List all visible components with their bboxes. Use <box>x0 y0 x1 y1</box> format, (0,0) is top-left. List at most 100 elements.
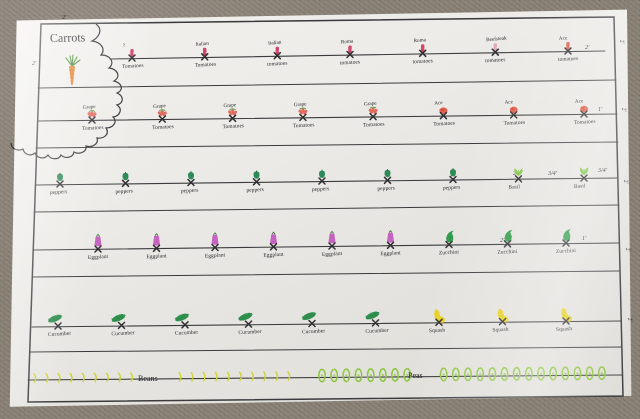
plant-marker: Eggplant <box>322 230 343 258</box>
plant-crop-label: peppers <box>50 189 68 196</box>
bean-tick <box>275 371 279 381</box>
plant-crop-label: tomatoes <box>558 56 579 63</box>
eggplant-mark <box>153 232 160 246</box>
eggplant-mark <box>211 232 219 245</box>
plant-crop-label: Cucumber <box>111 330 135 337</box>
plan-outer-border <box>27 16 624 403</box>
plant-crop-label: Cucumber <box>238 329 262 336</box>
plant-crop-label: Squash <box>492 327 509 334</box>
plant-variety-label: Italian <box>195 41 209 48</box>
carrot-patch-label: Carrots <box>50 30 86 45</box>
plant-variety-label: Ace <box>559 35 569 42</box>
x-mark <box>117 321 126 330</box>
bean-tick <box>250 371 255 382</box>
plant-marker: ? Tomatoes <box>122 43 144 70</box>
x-mark <box>54 322 62 330</box>
plant-crop-label: Squash <box>429 327 446 334</box>
bean-tick <box>129 372 134 383</box>
eggplant-mark <box>94 233 102 247</box>
dim-right-2: 2' <box>620 107 627 113</box>
dim-row3-basil-2: 3/4' <box>597 167 608 174</box>
plant-marker: Cucumber <box>302 312 325 335</box>
bean-tick <box>214 371 218 382</box>
plant-variety-label: Ace <box>575 98 585 105</box>
dim-row2-end: 1' <box>598 107 603 113</box>
row-divider-4 <box>33 204 620 213</box>
grape-mark <box>368 106 378 114</box>
plant-crop-label: Cucumber <box>175 330 199 337</box>
grape-mark <box>87 110 97 118</box>
zucchini-mark <box>563 229 571 241</box>
zucchini-mark <box>446 230 454 243</box>
bean-tick <box>202 371 206 382</box>
plant-crop-label: Basil <box>574 183 586 190</box>
plant-crop-label: peppers <box>377 185 395 192</box>
plant-crop-label: Eggplant <box>380 250 401 257</box>
bean-tick <box>81 372 85 383</box>
cucumber-squash-row: Cucumber Cucumber Cucumber Cucumber Cucumber… <box>48 308 572 338</box>
plant-marker: Beefsteak tomatoes <box>485 34 507 64</box>
eggplant-mark <box>328 230 336 244</box>
plant-marker: Squash <box>492 308 509 334</box>
plant-crop-label: peppers <box>181 188 199 195</box>
plant-variety-label: Italian <box>268 40 282 47</box>
planting-line-row-4 <box>33 242 620 251</box>
plant-crop-label: tomatoes <box>340 59 361 66</box>
dim-row1-end: 2' <box>585 45 590 51</box>
plant-marker: Squash <box>429 309 446 334</box>
dim-right-5: 2' <box>626 317 633 323</box>
plant-crop-label: Tomatoes <box>293 122 315 129</box>
x-mark <box>181 321 189 329</box>
x-mark <box>562 239 570 247</box>
pepper-mark <box>450 168 456 177</box>
plant-crop-label: Zucchini <box>497 249 518 256</box>
plant-variety-label: ? <box>123 43 127 49</box>
plant-marker: Squash <box>556 308 572 333</box>
row-divider-1 <box>40 16 615 25</box>
plant-marker: Ace Tomatoes <box>574 98 596 126</box>
x-mark <box>371 319 380 327</box>
bean-tick <box>262 371 267 381</box>
plant-marker: Zucchini <box>439 230 459 256</box>
plant-marker: Eggplant <box>380 229 401 257</box>
plant-marker: Ace Tomatoes <box>433 100 455 128</box>
plant-crop-label: tomatoes <box>267 61 288 68</box>
plant-marker: Grape Tomatoes <box>152 103 174 131</box>
plant-marker: Cucumber <box>111 314 135 337</box>
dim-left: 2' <box>32 61 37 67</box>
plant-crop-label: Eggplant <box>263 252 284 259</box>
plant-marker: Grape Tomatoes <box>82 104 104 132</box>
plant-marker: Roma tomatoes <box>340 38 361 66</box>
plant-crop-label: Tomatoes <box>363 121 385 128</box>
plant-marker: Eggplant <box>263 231 284 259</box>
plant-crop-label: peppers <box>246 187 264 194</box>
plant-marker: Italian Tomatoes <box>194 41 216 69</box>
grape-mark <box>157 109 167 117</box>
plant-variety-label: Beefsteak <box>486 34 507 43</box>
plant-crop-label: Cucumber <box>48 331 72 338</box>
dim-right-4: 2' <box>624 247 631 253</box>
plant-crop-label: Tomatoes <box>194 62 216 69</box>
zucchini-mark <box>504 229 513 242</box>
bean-tick <box>105 372 109 383</box>
beans-label: Beans <box>138 374 158 383</box>
carrot-icon <box>65 54 81 86</box>
dim-row3-basil-1: 3/4' <box>547 170 558 177</box>
dim-right-1: 2' <box>618 39 625 45</box>
row-divider-3 <box>35 141 619 149</box>
bean-tick <box>178 371 182 382</box>
pepper-mark <box>57 172 63 181</box>
plant-crop-label: Cucumber <box>365 328 389 335</box>
plant-crop-label: Eggplant <box>88 254 109 261</box>
plant-crop-label: tomatoes <box>412 58 433 65</box>
eggplant-zucchini-row: Eggplant Eggplant Eggplant Eggplant Eggplant… <box>88 229 576 261</box>
x-mark <box>308 319 316 328</box>
beans-peas-row: Beans Peas <box>33 366 606 383</box>
plant-marker: Eggplant <box>88 233 109 261</box>
bean-tick <box>190 371 194 382</box>
planting-line-row-1 <box>109 50 606 60</box>
plant-marker: Italian tomatoes <box>267 40 288 68</box>
plant-crop-label: Basil <box>508 184 520 191</box>
bean-tick <box>238 371 242 382</box>
